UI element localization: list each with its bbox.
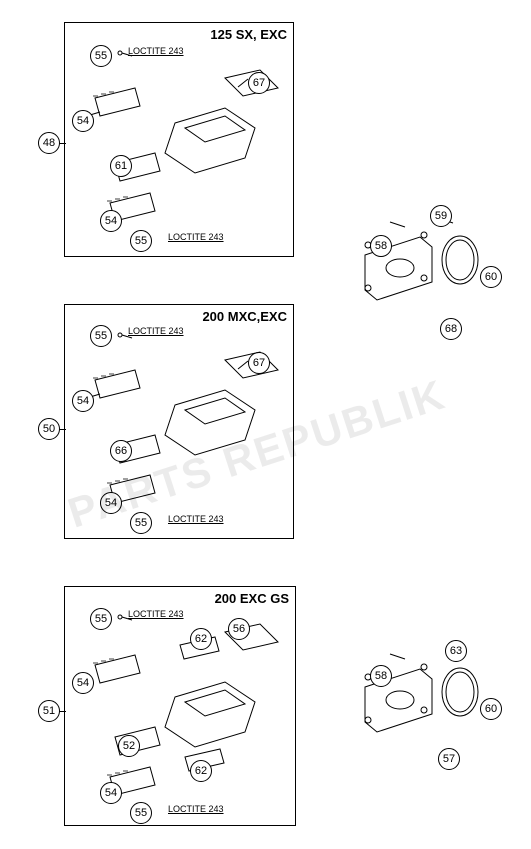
callout-num: 67 — [253, 357, 265, 369]
callout-54: 54 — [72, 110, 94, 132]
loctite-label: LOCTITE 243 — [128, 46, 184, 56]
callout-num: 58 — [375, 240, 387, 252]
callout-54c: 54 — [72, 390, 94, 412]
callout-68: 68 — [440, 318, 462, 340]
callout-63: 63 — [445, 640, 467, 662]
callout-54e: 54 — [72, 672, 94, 694]
callout-58b: 58 — [370, 665, 392, 687]
callout-58: 58 — [370, 235, 392, 257]
callout-54f: 54 — [100, 782, 122, 804]
callout-61: 61 — [110, 155, 132, 177]
callout-54d: 54 — [100, 492, 122, 514]
loctite-label: LOCTITE 243 — [168, 232, 224, 242]
loctite-label: LOCTITE 243 — [168, 804, 224, 814]
loctite-label: LOCTITE 243 — [168, 514, 224, 524]
callout-num: 52 — [123, 740, 135, 752]
callout-48: 48 — [38, 132, 60, 154]
callout-num: 54 — [77, 677, 89, 689]
callout-num: 55 — [95, 613, 107, 625]
callout-num: 66 — [115, 445, 127, 457]
callout-num: 55 — [135, 235, 147, 247]
callout-50: 50 — [38, 418, 60, 440]
callout-56: 56 — [228, 618, 250, 640]
callout-num: 55 — [135, 517, 147, 529]
callout-num: 55 — [135, 807, 147, 819]
callout-52: 52 — [118, 735, 140, 757]
callout-num: 55 — [95, 50, 107, 62]
callout-num: 54 — [105, 215, 117, 227]
callout-num: 54 — [105, 787, 117, 799]
callout-num: 54 — [77, 395, 89, 407]
callout-59: 59 — [430, 205, 452, 227]
callout-55e: 55 — [90, 608, 112, 630]
callout-num: 60 — [485, 703, 497, 715]
callout-62: 62 — [190, 628, 212, 650]
callout-62b: 62 — [190, 760, 212, 782]
callout-num: 62 — [195, 765, 207, 777]
callout-60: 60 — [480, 266, 502, 288]
loctite-label: LOCTITE 243 — [128, 326, 184, 336]
callout-num: 48 — [43, 137, 55, 149]
callout-num: 54 — [105, 497, 117, 509]
callout-num: 63 — [450, 645, 462, 657]
callout-51: 51 — [38, 700, 60, 722]
callout-67: 67 — [248, 72, 270, 94]
callout-67b: 67 — [248, 352, 270, 374]
callout-54b: 54 — [100, 210, 122, 232]
callout-num: 50 — [43, 423, 55, 435]
callout-num: 59 — [435, 210, 447, 222]
callout-57: 57 — [438, 748, 460, 770]
callout-num: 56 — [233, 623, 245, 635]
callout-num: 51 — [43, 705, 55, 717]
callout-num: 55 — [95, 330, 107, 342]
callout-55b: 55 — [130, 230, 152, 252]
callout-num: 54 — [77, 115, 89, 127]
callout-num: 67 — [253, 77, 265, 89]
loctite-label: LOCTITE 243 — [128, 609, 184, 619]
callout-num: 57 — [443, 753, 455, 765]
callout-55: 55 — [90, 45, 112, 67]
callout-55c: 55 — [90, 325, 112, 347]
callout-66: 66 — [110, 440, 132, 462]
callout-55f: 55 — [130, 802, 152, 824]
callout-55d: 55 — [130, 512, 152, 534]
callout-60b: 60 — [480, 698, 502, 720]
callout-num: 60 — [485, 271, 497, 283]
callout-num: 62 — [195, 633, 207, 645]
callout-num: 58 — [375, 670, 387, 682]
callout-num: 61 — [115, 160, 127, 172]
callout-num: 68 — [445, 323, 457, 335]
